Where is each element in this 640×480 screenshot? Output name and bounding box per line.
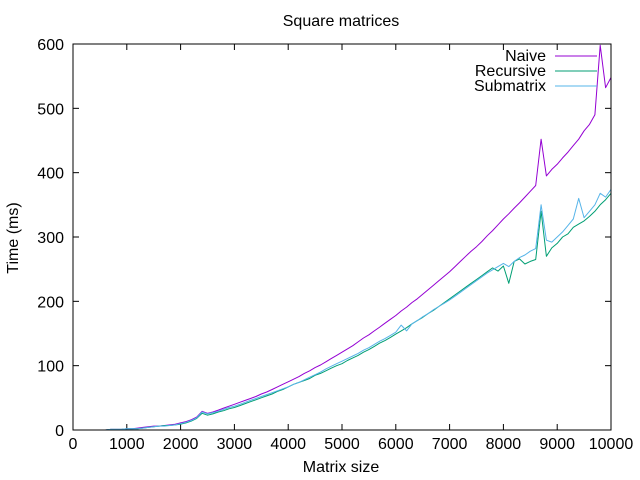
series-line-naive: [99, 44, 612, 431]
x-tick-label: 2000: [163, 436, 199, 453]
x-tick-label: 9000: [539, 436, 575, 453]
y-tick-label: 400: [37, 166, 64, 183]
x-tick-label: 1000: [109, 436, 145, 453]
x-tick-label: 8000: [486, 436, 522, 453]
y-tick-label: 300: [37, 230, 64, 247]
x-tick-label: 0: [69, 436, 78, 453]
axis-ticks: [72, 43, 612, 431]
x-tick-label: 10000: [589, 436, 634, 453]
series-lines: [99, 44, 612, 431]
plot-frame: [72, 43, 612, 431]
x-axis-label: Matrix size: [303, 459, 380, 476]
chart-title: Square matrices: [283, 13, 400, 30]
y-tick-label: 100: [37, 359, 64, 376]
legend-label-submatrix: Submatrix: [474, 78, 546, 95]
series-line-submatrix: [99, 189, 612, 431]
x-tick-label: 4000: [270, 436, 306, 453]
y-tick-label: 0: [55, 423, 64, 440]
x-tick-label: 7000: [432, 436, 468, 453]
legend-label-naive: Naive: [505, 48, 546, 65]
x-tick-labels: 0 1000 2000 3000 4000 5000 6000 7000 8000 9000 100…: [69, 436, 634, 453]
series-line-recursive: [99, 192, 612, 431]
x-tick-label: 6000: [378, 436, 414, 453]
y-axis-label: Time (ms): [5, 202, 22, 273]
x-tick-label: 5000: [324, 436, 360, 453]
x-tick-label: 3000: [217, 436, 253, 453]
y-tick-label: 600: [37, 37, 64, 54]
y-tick-labels: 0 100 200 300 400 500 600: [37, 37, 64, 440]
y-tick-label: 500: [37, 101, 64, 118]
y-tick-label: 200: [37, 294, 64, 311]
legend-label-recursive: Recursive: [475, 63, 546, 80]
